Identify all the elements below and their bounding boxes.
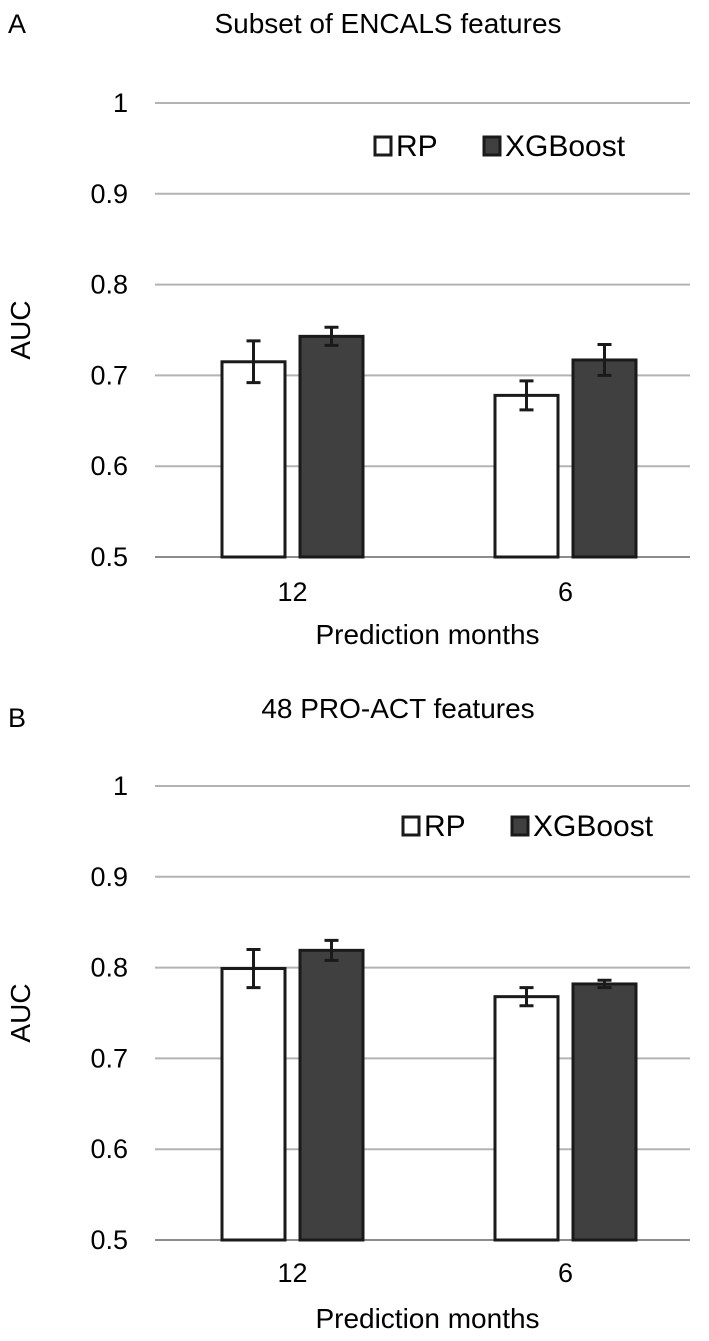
panel-a-ytick-label-5: 1 <box>113 88 128 118</box>
panel-a-errorbar-xgboost-6 <box>597 343 612 377</box>
panel-b-ylabel: AUC <box>5 983 36 1042</box>
panel-b-errorbar-rp-12 <box>246 947 261 990</box>
panel-b-bar-xgboost-6 <box>571 982 638 1242</box>
panel-b-ytick-label-5: 1 <box>113 771 128 801</box>
panel-b-errorbar-xgboost-6 <box>597 978 612 990</box>
panel-a-legend-swatch-rp <box>373 135 393 157</box>
panel-a-bar-xgboost-12 <box>298 334 365 559</box>
panel-b-ytick-label-1: 0.6 <box>90 1134 128 1164</box>
panel-a-ytick-label-4: 0.9 <box>90 179 128 209</box>
panel-b-ytick-label-2: 0.7 <box>90 1043 128 1073</box>
panel-a-xtick-label-12: 12 <box>277 577 307 607</box>
panel-a-xlabel: Prediction months <box>315 619 539 650</box>
panel-a-legend-label-xgboost: XGBoost <box>505 130 626 163</box>
panel-b-xtick-label-6: 6 <box>558 1258 573 1288</box>
panel-b-ytick-label-0: 0.5 <box>90 1225 128 1255</box>
panel-a-legend-swatch-xgboost <box>482 135 502 157</box>
panel-b-letter: B <box>8 703 26 733</box>
panel-a-ytick-label-1: 0.6 <box>90 451 128 481</box>
panel-b-bar-rp-6 <box>493 995 560 1242</box>
panel-b-xtick-label-12: 12 <box>277 1258 307 1288</box>
panel-b-errorbar-rp-6 <box>519 986 534 1008</box>
panel-b-ytick-label-4: 0.9 <box>90 862 128 892</box>
panel-a-bar-xgboost-6 <box>571 358 638 559</box>
panel-a-bar-rp-6 <box>493 393 560 559</box>
panel-a-errorbar-rp-12 <box>246 339 261 385</box>
panel-b-legend-label-rp: RP <box>424 810 466 843</box>
panel-a-ytick-label-0: 0.5 <box>90 542 128 572</box>
panel-a-xtick-label-6: 6 <box>558 577 573 607</box>
panel-b-errorbar-xgboost-12 <box>324 938 339 962</box>
panel-a-ylabel: AUC <box>5 300 36 359</box>
panel-a-title: Subset of ENCALS features <box>214 8 561 39</box>
panel-a-errorbar-xgboost-12 <box>324 325 339 347</box>
panel-b-bar-rp-12 <box>220 967 287 1242</box>
panel-b-ytick-label-3: 0.8 <box>90 953 128 983</box>
panel-b-title: 48 PRO-ACT features <box>261 693 534 724</box>
panel-b-legend-swatch-rp <box>401 815 421 837</box>
panel-b-xlabel: Prediction months <box>315 1303 539 1334</box>
panel-a-legend-label-rp: RP <box>396 130 438 163</box>
panel-b-legend-label-xgboost: XGBoost <box>533 810 654 843</box>
panel-a-errorbar-rp-6 <box>519 379 534 412</box>
panel-a-ytick-label-3: 0.8 <box>90 270 128 300</box>
panel-a-ytick-label-2: 0.7 <box>90 360 128 390</box>
panel-b-bar-xgboost-12 <box>298 948 365 1242</box>
panel-b-legend-swatch-xgboost <box>510 815 530 837</box>
panel-a-bar-rp-12 <box>220 360 287 559</box>
panel-a-letter: A <box>8 9 26 39</box>
